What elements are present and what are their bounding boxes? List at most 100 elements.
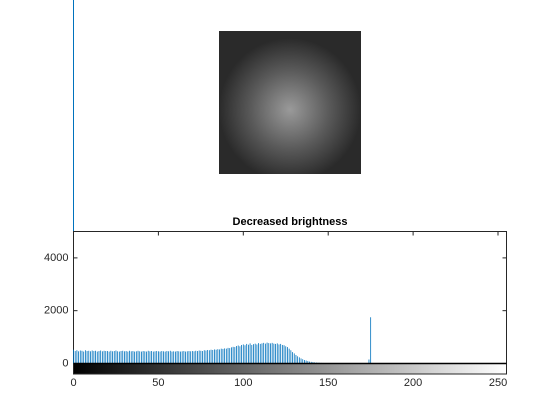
bar	[81, 350, 83, 364]
bar	[108, 351, 110, 364]
bar	[73, 349, 74, 364]
bar	[229, 348, 231, 364]
bar	[183, 351, 185, 364]
chart-title: Decreased brightness	[233, 216, 348, 228]
bar	[110, 350, 112, 364]
axes-box	[73, 231, 507, 375]
bar	[101, 351, 103, 364]
bar	[125, 351, 127, 364]
bar	[142, 351, 144, 364]
bar	[141, 351, 142, 364]
bar	[287, 347, 288, 364]
bar	[305, 360, 307, 364]
bar	[273, 343, 275, 364]
bar	[234, 347, 236, 364]
bar	[105, 351, 107, 364]
bar	[202, 351, 203, 364]
bar	[112, 351, 113, 364]
bar	[134, 351, 136, 364]
bar	[156, 351, 158, 364]
bar	[158, 351, 159, 364]
bar	[253, 344, 254, 364]
bar	[124, 351, 125, 364]
bar	[130, 351, 132, 364]
x-tick-label: 100	[234, 377, 252, 389]
bar	[239, 346, 241, 364]
bar	[132, 351, 134, 364]
bar	[159, 351, 161, 364]
bar	[261, 343, 263, 364]
bar	[302, 359, 304, 364]
bar	[173, 351, 175, 364]
bar	[259, 343, 261, 364]
bar	[304, 360, 305, 364]
bar	[113, 351, 115, 364]
bar	[242, 344, 244, 364]
bar	[236, 346, 237, 364]
bar	[90, 351, 91, 364]
bar	[174, 351, 176, 364]
x-tick-label: 200	[404, 377, 422, 389]
bar	[246, 343, 248, 364]
bar	[176, 351, 178, 364]
bar	[244, 345, 246, 364]
bar	[207, 349, 209, 364]
bar	[168, 351, 169, 364]
bar	[256, 344, 258, 364]
bar	[190, 351, 192, 364]
y-tick-label: 0	[62, 357, 68, 369]
bar	[220, 348, 222, 364]
bar	[270, 343, 271, 364]
bar	[280, 343, 282, 364]
bar	[208, 350, 210, 364]
bar	[215, 349, 217, 364]
bar	[227, 347, 229, 364]
x-tick-label: 250	[489, 377, 507, 389]
bar	[224, 348, 226, 364]
bar	[164, 351, 166, 364]
bar	[137, 350, 139, 364]
bar	[95, 350, 96, 364]
bar	[103, 350, 105, 364]
bar	[135, 351, 137, 364]
bar	[309, 361, 310, 364]
bar	[193, 351, 195, 364]
bar	[78, 351, 79, 364]
bar	[219, 349, 220, 364]
bar	[178, 351, 180, 364]
bar	[122, 350, 124, 364]
bar	[185, 351, 186, 364]
bar	[251, 344, 253, 364]
bar	[154, 351, 156, 364]
bar	[163, 351, 164, 364]
bar	[107, 351, 108, 364]
bar	[76, 350, 78, 364]
bar	[210, 349, 212, 364]
bar	[288, 348, 290, 364]
bar	[266, 342, 268, 364]
bar	[100, 350, 102, 364]
bar	[200, 350, 202, 364]
bar	[88, 350, 90, 364]
bar	[283, 345, 285, 364]
y-tick-label: 4000	[44, 252, 68, 264]
bar	[254, 343, 256, 364]
bar	[83, 351, 85, 364]
bar	[161, 351, 163, 364]
bar	[98, 351, 100, 364]
bar	[276, 343, 278, 364]
bar	[300, 358, 302, 364]
bar	[96, 351, 98, 364]
bar	[79, 350, 81, 364]
bar	[268, 343, 270, 364]
bar	[84, 350, 86, 364]
bar	[152, 351, 154, 364]
bar	[86, 351, 88, 364]
bar	[290, 350, 292, 364]
bar	[195, 350, 197, 364]
bar	[263, 342, 265, 364]
bar	[180, 351, 181, 364]
bar	[281, 344, 283, 364]
bar	[93, 351, 95, 364]
